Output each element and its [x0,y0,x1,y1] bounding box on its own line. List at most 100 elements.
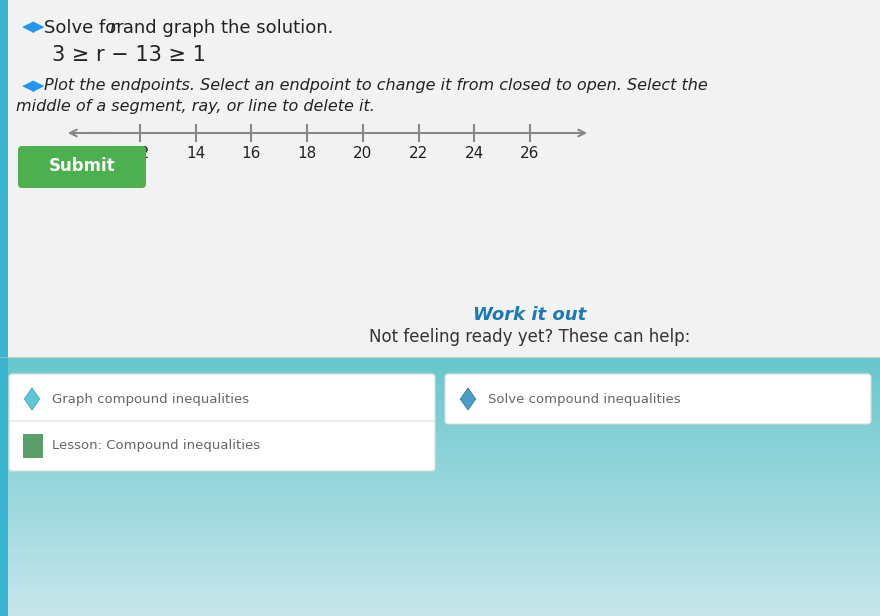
Bar [0,447,880,449]
Bar [0,492,880,493]
Bar [0,567,880,569]
Bar [0,402,880,403]
Bar [0,413,880,414]
Bar [0,527,880,528]
Bar [0,495,880,496]
Bar [0,591,880,592]
Bar [0,458,880,459]
Bar [0,488,880,490]
Bar [0,471,880,472]
Bar [0,598,880,599]
FancyBboxPatch shape [9,421,435,471]
Bar [0,365,880,367]
Bar [0,389,880,390]
Bar [0,569,880,570]
Bar [0,500,880,501]
Bar [0,439,880,440]
Bar [0,564,880,565]
Bar [0,411,880,413]
Bar [0,421,880,423]
Bar [0,557,880,559]
Bar [0,426,880,428]
Bar [0,585,880,587]
Bar [0,487,880,489]
Bar [0,532,880,533]
Bar [0,490,880,492]
Bar [0,0,8,616]
Bar [0,482,880,484]
Bar [0,591,880,593]
Bar [0,397,880,398]
Bar [0,506,880,507]
Bar [0,501,880,503]
Bar [0,399,880,400]
FancyBboxPatch shape [23,434,43,458]
Bar [0,387,880,389]
Bar [0,551,880,552]
Bar [0,397,880,399]
Bar [0,559,880,561]
Bar [0,383,880,384]
Bar [0,498,880,499]
Bar [0,487,880,488]
Bar [0,522,880,524]
Bar [0,373,880,375]
Bar [0,593,880,595]
Bar [0,408,880,410]
Bar [0,0,880,357]
Bar [0,476,880,477]
Bar [0,511,880,513]
Bar [0,452,880,453]
Bar [0,407,880,408]
Bar [0,400,880,401]
Text: 22: 22 [409,146,429,161]
Bar [0,506,880,508]
Bar [0,519,880,521]
Bar [0,543,880,544]
Bar [0,561,880,562]
Bar [0,424,880,426]
Bar [0,588,880,590]
Bar [0,460,880,461]
Bar [0,464,880,466]
Bar [0,554,880,556]
Bar [0,540,880,541]
Bar [0,496,880,498]
Bar [0,384,880,385]
Bar [0,379,880,381]
Bar [0,428,880,429]
Bar [0,450,880,451]
Bar [0,498,880,500]
Text: 16: 16 [242,146,261,161]
Bar [0,434,880,435]
Bar [0,386,880,387]
Bar [0,448,880,450]
Bar [0,434,880,436]
Bar [0,538,880,540]
Bar [0,458,880,460]
Bar [0,469,880,471]
Bar [0,415,880,416]
Bar [0,517,880,519]
Bar [0,365,880,366]
Bar [0,472,880,474]
Bar [0,503,880,504]
Bar [0,564,880,566]
Bar [0,394,880,396]
Bar [0,548,880,550]
Text: Lesson: Compound inequalities: Lesson: Compound inequalities [52,439,260,453]
Bar [0,516,880,517]
Text: Not feeling ready yet? These can help:: Not feeling ready yet? These can help: [370,328,691,346]
Bar [0,599,880,601]
Text: 12: 12 [130,146,150,161]
Bar [0,535,880,536]
Bar [0,575,880,577]
Bar [0,421,880,422]
Bar [0,480,880,482]
FancyBboxPatch shape [9,374,435,424]
Bar [0,527,880,529]
Bar [0,553,880,554]
Bar [0,424,880,425]
Bar [0,423,880,424]
Bar [0,582,880,583]
